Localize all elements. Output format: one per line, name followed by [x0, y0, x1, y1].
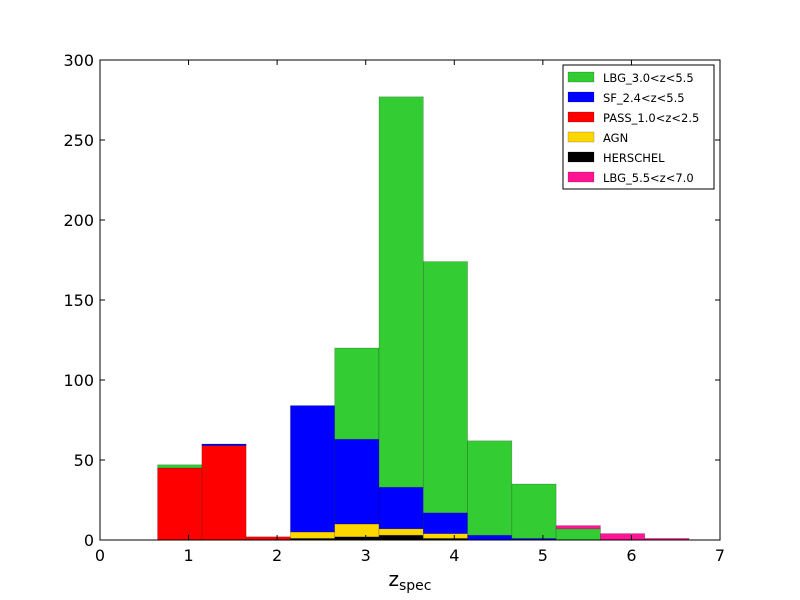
- bar-agn-bin-4: [334, 523, 380, 538]
- bar-pass-1-0-z-2-5-bin-1: [201, 445, 247, 541]
- x-axis-label-base: z: [389, 567, 400, 591]
- legend-swatch-pass-1-0-z-2-5: [567, 111, 595, 123]
- bars-layer: [157, 96, 690, 541]
- legend-box: [562, 64, 715, 190]
- bar-pass-1-0-z-2-5-bin-0: [157, 467, 203, 541]
- bar-lbg-3-0-z-5-5-bin-9: [555, 528, 601, 541]
- y-tick-label-300: 300: [63, 51, 94, 70]
- x-tick-label-3: 3: [361, 546, 371, 565]
- x-tick-label-2: 2: [272, 546, 282, 565]
- legend-label-agn: AGN: [603, 131, 628, 145]
- bar-lbg-3-0-z-5-5-bin-0: [157, 464, 203, 469]
- x-tick-label-5: 5: [538, 546, 548, 565]
- bar-agn-bin-5: [378, 528, 424, 536]
- legend-label-lbg-5-5-z-7-0: LBG_5.5<z<7.0: [603, 171, 694, 185]
- legend-label-pass-1-0-z-2-5: PASS_1.0<z<2.5: [603, 111, 699, 125]
- x-tick-label-1: 1: [183, 546, 193, 565]
- legend: LBG_3.0<z<5.5 SF_2.4<z<5.5 PASS_1.0<z<2.5 A…: [562, 64, 715, 190]
- bar-sf-2-4-z-5-5-bin-7: [467, 534, 513, 541]
- x-tick-label-6: 6: [626, 546, 636, 565]
- bar-lbg-5-5-z-7-0-bin-9: [555, 525, 601, 530]
- legend-swatch-lbg-3-0-z-5-5: [567, 71, 595, 83]
- y-tick-label-100: 100: [63, 371, 94, 390]
- x-axis-label-subscript: spec: [399, 578, 432, 594]
- y-tick-label-50: 50: [74, 451, 94, 470]
- bar-herschel-bin-5: [378, 534, 424, 541]
- bar-sf-2-4-z-5-5-bin-5: [378, 486, 424, 530]
- bar-sf-2-4-z-5-5-bin-6: [422, 512, 468, 534]
- x-tick-label-4: 4: [449, 546, 459, 565]
- legend-swatch-lbg-5-5-z-7-0: [567, 171, 595, 183]
- x-axis-label: zspec: [389, 567, 432, 594]
- x-tick-label-7: 7: [715, 546, 725, 565]
- y-tick-label-200: 200: [63, 211, 94, 230]
- y-tick-label-150: 150: [63, 291, 94, 310]
- axis-ticks: 0 1 2 3 4 5 6 7 0 50 100 150 200 250 300: [63, 51, 725, 565]
- bar-sf-2-4-z-5-5-bin-4: [334, 438, 380, 525]
- legend-label-sf-2-4-z-5-5: SF_2.4<z<5.5: [603, 91, 685, 105]
- bar-lbg-3-0-z-5-5-bin-4: [334, 347, 380, 440]
- bar-agn-bin-6: [422, 533, 468, 539]
- bar-sf-2-4-z-5-5-bin-3: [290, 405, 336, 533]
- bar-lbg-3-0-z-5-5-bin-8: [511, 483, 557, 539]
- bar-lbg-5-5-z-7-0-bin-10: [600, 533, 646, 541]
- legend-swatch-agn: [567, 131, 595, 143]
- legend-swatch-sf-2-4-z-5-5: [567, 91, 595, 103]
- y-tick-label-0: 0: [84, 531, 94, 550]
- x-tick-label-0: 0: [95, 546, 105, 565]
- bar-lbg-3-0-z-5-5-bin-5: [378, 96, 424, 488]
- legend-label-lbg-3-0-z-5-5: LBG_3.0<z<5.5: [603, 71, 694, 85]
- bar-agn-bin-3: [290, 531, 336, 539]
- legend-swatch-herschel: [567, 151, 595, 163]
- bar-lbg-3-0-z-5-5-bin-6: [422, 261, 468, 514]
- bar-sf-2-4-z-5-5-bin-1: [201, 443, 247, 446]
- y-tick-label-250: 250: [63, 131, 94, 150]
- legend-label-herschel: HERSCHEL: [603, 151, 665, 165]
- bar-lbg-3-0-z-5-5-bin-7: [467, 440, 513, 536]
